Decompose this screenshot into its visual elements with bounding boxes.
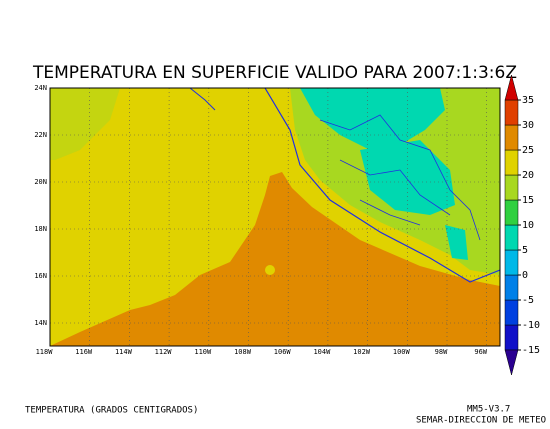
colorbar-segment [504,124,519,151]
lat-label: 14N [34,319,47,327]
footer-agency: SEMAR-DIRECCION DE METEO [416,416,546,426]
colorbar-high-extension [504,74,519,101]
footer-left: TEMPERATURA (GRADOS CENTIGRADOS) [25,406,198,416]
colorbar-label: 5 [522,245,528,256]
colorbar-low-extension [504,349,519,376]
lat-label: 16N [34,272,47,280]
lat-label: 18N [34,225,47,233]
map-field [50,88,500,346]
lat-label: 20N [34,178,47,186]
title: TEMPERATURA EN SUPERFICIE VALIDO PARA 20… [32,63,517,83]
lon-label: 108W [234,348,252,356]
map-frame [49,87,501,347]
colorbar-label: 30 [522,120,534,131]
lon-label: 98W [435,348,448,356]
colorbar-segment [504,199,519,226]
colorbar-segment [504,274,519,301]
footer-model: MM5-V3.7 [467,405,510,415]
colorbar-segment [504,174,519,201]
colorbar-label: -15 [522,345,540,356]
lon-label: 112W [155,348,173,356]
lon-label: 116W [75,348,93,356]
lon-label: 106W [274,348,292,356]
lon-label: 96W [474,348,487,356]
colorbar-label: 0 [522,270,528,281]
colorbar-label: 15 [522,195,534,206]
lon-label: 104W [313,348,331,356]
colorbar-label: 25 [522,145,534,156]
lon-label: 114W [115,348,133,356]
colorbar: -15 -10 -5 0 5 10 15 20 25 30 35 [504,74,540,376]
colorbar-segment [504,149,519,176]
lat-label: 24N [34,84,47,92]
lon-label: 102W [353,348,371,356]
lon-label: 100W [393,348,411,356]
lat-label: 22N [34,131,47,139]
lon-label: 110W [194,348,212,356]
colorbar-label: 20 [522,170,534,181]
lon-label: 118W [36,348,54,356]
colorbar-segment [504,249,519,276]
colorbar-segment [504,324,519,351]
colorbar-label: 35 [522,95,534,106]
colorbar-label: -5 [522,295,534,306]
colorbar-segment [504,224,519,251]
colorbar-segment [504,299,519,326]
colorbar-label: -10 [522,320,540,331]
colorbar-label: 10 [522,220,534,231]
colorbar-segment [504,99,519,126]
